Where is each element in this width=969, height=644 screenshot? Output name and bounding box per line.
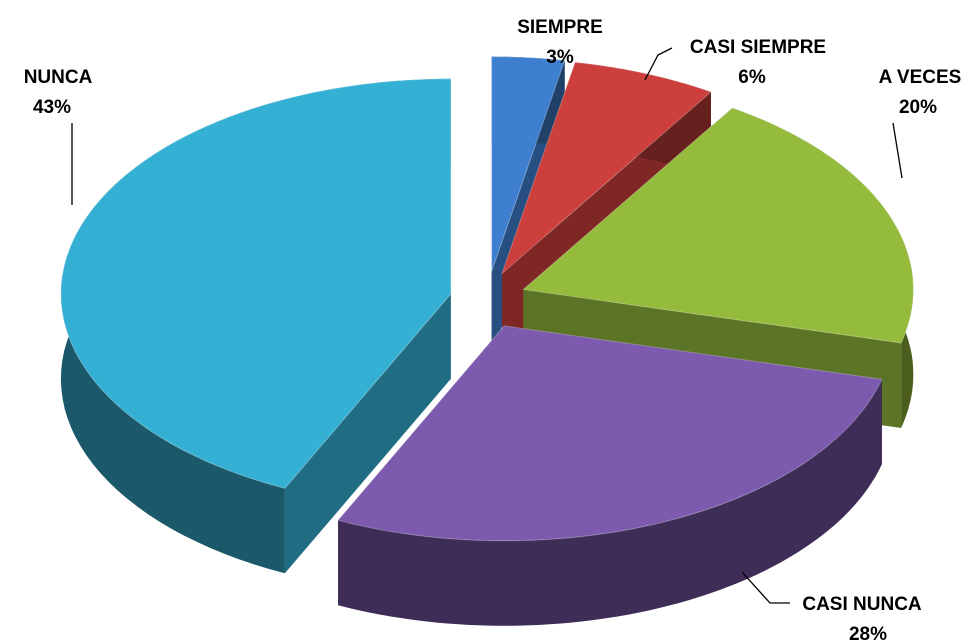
slice <box>337 325 883 542</box>
slice-side <box>284 293 451 574</box>
category-label: SIEMPRE <box>517 17 603 38</box>
leader-line <box>644 47 673 81</box>
category-label: CASI SIEMPRE <box>690 37 826 58</box>
value-label: 3% <box>546 47 574 68</box>
category-label: NUNCA <box>24 67 93 88</box>
value-label: 6% <box>738 67 766 88</box>
pie <box>60 56 914 626</box>
value-label: 43% <box>33 97 71 118</box>
slice <box>491 56 566 272</box>
category-label: CASI NUNCA <box>802 594 922 615</box>
slice-wall <box>338 379 882 626</box>
slice <box>522 107 914 344</box>
leader-line <box>892 122 903 179</box>
leader-line <box>741 571 790 604</box>
value-label: 28% <box>849 624 887 644</box>
category-label: A VECES <box>879 67 962 88</box>
value-label: 20% <box>899 97 937 118</box>
slice <box>60 78 452 489</box>
slice <box>500 61 712 276</box>
